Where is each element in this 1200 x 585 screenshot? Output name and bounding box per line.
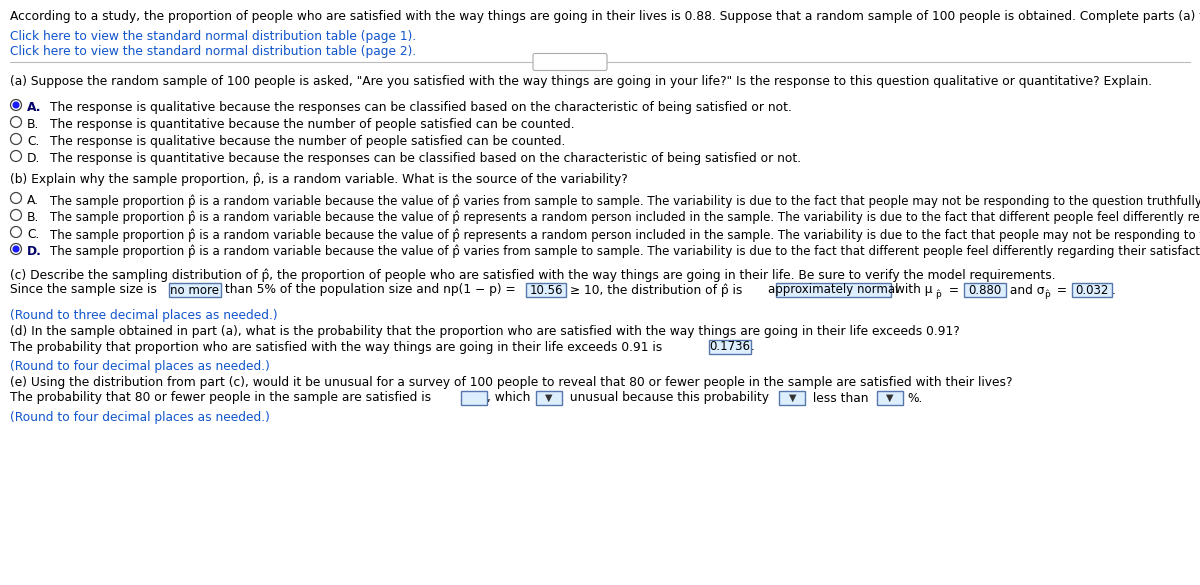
Text: (d) In the sample obtained in part (a), what is the probability that the proport: (d) In the sample obtained in part (a), … xyxy=(10,325,960,338)
Text: =: = xyxy=(944,284,962,297)
Circle shape xyxy=(13,102,19,108)
Text: ▼: ▼ xyxy=(788,393,797,403)
FancyBboxPatch shape xyxy=(780,391,805,405)
Text: 0.880: 0.880 xyxy=(968,284,1001,297)
FancyBboxPatch shape xyxy=(775,283,890,297)
Text: The sample proportion p̂ is a random variable because the value of p̂ varies fro: The sample proportion p̂ is a random var… xyxy=(50,245,1200,259)
Text: The sample proportion p̂ is a random variable because the value of p̂ varies fro: The sample proportion p̂ is a random var… xyxy=(50,194,1200,208)
Text: p̂: p̂ xyxy=(1044,289,1050,299)
Text: The probability that 80 or fewer people in the sample are satisfied is: The probability that 80 or fewer people … xyxy=(10,391,436,404)
Text: .: . xyxy=(1112,284,1116,297)
Text: C.: C. xyxy=(28,135,40,148)
Text: The response is quantitative because the number of people satisfied can be count: The response is quantitative because the… xyxy=(50,118,575,131)
Text: (e) Using the distribution from part (c), would it be unusual for a survey of 10: (e) Using the distribution from part (c)… xyxy=(10,376,1013,389)
Text: %.: %. xyxy=(907,391,923,404)
Text: (a) Suppose the random sample of 100 people is asked, "Are you satisfied with th: (a) Suppose the random sample of 100 peo… xyxy=(10,75,1152,88)
Text: no more: no more xyxy=(170,284,220,297)
Text: , which: , which xyxy=(487,391,530,404)
Text: (c) Describe the sampling distribution of p̂, the proportion of people who are s: (c) Describe the sampling distribution o… xyxy=(10,268,1056,281)
FancyBboxPatch shape xyxy=(709,340,751,354)
Text: .: . xyxy=(751,340,755,353)
Text: The sample proportion p̂ is a random variable because the value of p̂ represents: The sample proportion p̂ is a random var… xyxy=(50,211,1200,225)
Text: The probability that proportion who are satisfied with the way things are going : The probability that proportion who are … xyxy=(10,340,666,353)
Text: B.: B. xyxy=(28,118,40,131)
FancyBboxPatch shape xyxy=(1073,283,1112,297)
Text: less than: less than xyxy=(810,391,869,404)
Text: =: = xyxy=(1054,284,1072,297)
Text: B.: B. xyxy=(28,211,40,224)
Text: A.: A. xyxy=(28,101,42,114)
Text: C.: C. xyxy=(28,228,40,241)
Text: ▼: ▼ xyxy=(887,393,894,403)
Text: Click here to view the standard normal distribution table (page 1).: Click here to view the standard normal d… xyxy=(10,30,416,43)
Text: with μ: with μ xyxy=(890,284,932,297)
Text: Since the sample size is: Since the sample size is xyxy=(10,284,161,297)
Text: The response is quantitative because the responses can be classified based on th: The response is quantitative because the… xyxy=(50,152,802,165)
Text: D.: D. xyxy=(28,245,42,258)
FancyBboxPatch shape xyxy=(533,53,607,71)
Text: According to a study, the proportion of people who are satisfied with the way th: According to a study, the proportion of … xyxy=(10,10,1200,23)
Text: (Round to four decimal places as needed.): (Round to four decimal places as needed.… xyxy=(10,411,270,424)
Text: The sample proportion p̂ is a random variable because the value of p̂ represents: The sample proportion p̂ is a random var… xyxy=(50,228,1200,242)
FancyBboxPatch shape xyxy=(461,391,487,405)
Text: (b) Explain why the sample proportion, p̂, is a random variable. What is the sou: (b) Explain why the sample proportion, p… xyxy=(10,173,628,187)
Text: (Round to four decimal places as needed.): (Round to four decimal places as needed.… xyxy=(10,360,270,373)
Text: approximately normal: approximately normal xyxy=(768,284,899,297)
FancyBboxPatch shape xyxy=(877,391,904,405)
FancyBboxPatch shape xyxy=(526,283,566,297)
FancyBboxPatch shape xyxy=(964,283,1006,297)
Text: and σ: and σ xyxy=(1006,284,1044,297)
Text: p̂: p̂ xyxy=(935,289,941,299)
Text: .....: ..... xyxy=(563,56,577,66)
Text: The response is qualitative because the responses can be classified based on the: The response is qualitative because the … xyxy=(50,101,792,114)
Text: unusual because this probability: unusual because this probability xyxy=(565,391,769,404)
Text: A.: A. xyxy=(28,194,38,207)
Text: (Round to three decimal places as needed.): (Round to three decimal places as needed… xyxy=(10,309,277,322)
Text: 0.032: 0.032 xyxy=(1075,284,1109,297)
Text: 0.1736: 0.1736 xyxy=(709,340,751,353)
Text: The response is qualitative because the number of people satisfied can be counte: The response is qualitative because the … xyxy=(50,135,565,148)
Text: ≥ 10, the distribution of p̂ is: ≥ 10, the distribution of p̂ is xyxy=(566,283,746,297)
Text: 10.56: 10.56 xyxy=(529,284,563,297)
Text: ▼: ▼ xyxy=(545,393,552,403)
Text: D.: D. xyxy=(28,152,41,165)
Text: Click here to view the standard normal distribution table (page 2).: Click here to view the standard normal d… xyxy=(10,45,416,58)
Text: than 5% of the population size and np(1 − p) =: than 5% of the population size and np(1 … xyxy=(221,284,520,297)
Circle shape xyxy=(13,246,19,252)
FancyBboxPatch shape xyxy=(169,283,221,297)
FancyBboxPatch shape xyxy=(535,391,562,405)
